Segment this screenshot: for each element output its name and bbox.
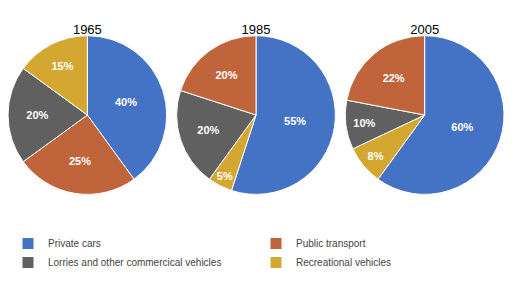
svg-text:60%: 60% — [451, 121, 473, 133]
svg-text:20%: 20% — [216, 69, 238, 81]
svg-text:2005: 2005 — [410, 22, 439, 37]
svg-text:Recreational vehicles: Recreational vehicles — [296, 257, 391, 268]
svg-text:25%: 25% — [69, 155, 91, 167]
svg-text:5%: 5% — [217, 170, 233, 182]
svg-text:20%: 20% — [26, 109, 48, 121]
svg-text:Lorries and other commercical: Lorries and other commercical vehicles — [48, 257, 221, 268]
svg-text:55%: 55% — [284, 115, 306, 127]
svg-text:10%: 10% — [353, 117, 375, 129]
svg-text:Public transport: Public transport — [296, 238, 366, 249]
svg-text:40%: 40% — [115, 96, 137, 108]
svg-text:1965: 1965 — [73, 22, 102, 37]
svg-text:22%: 22% — [383, 72, 405, 84]
svg-text:1985: 1985 — [242, 22, 271, 37]
svg-text:15%: 15% — [51, 60, 73, 72]
svg-text:Private cars: Private cars — [48, 238, 101, 249]
svg-text:20%: 20% — [197, 124, 219, 136]
svg-text:8%: 8% — [368, 150, 384, 162]
